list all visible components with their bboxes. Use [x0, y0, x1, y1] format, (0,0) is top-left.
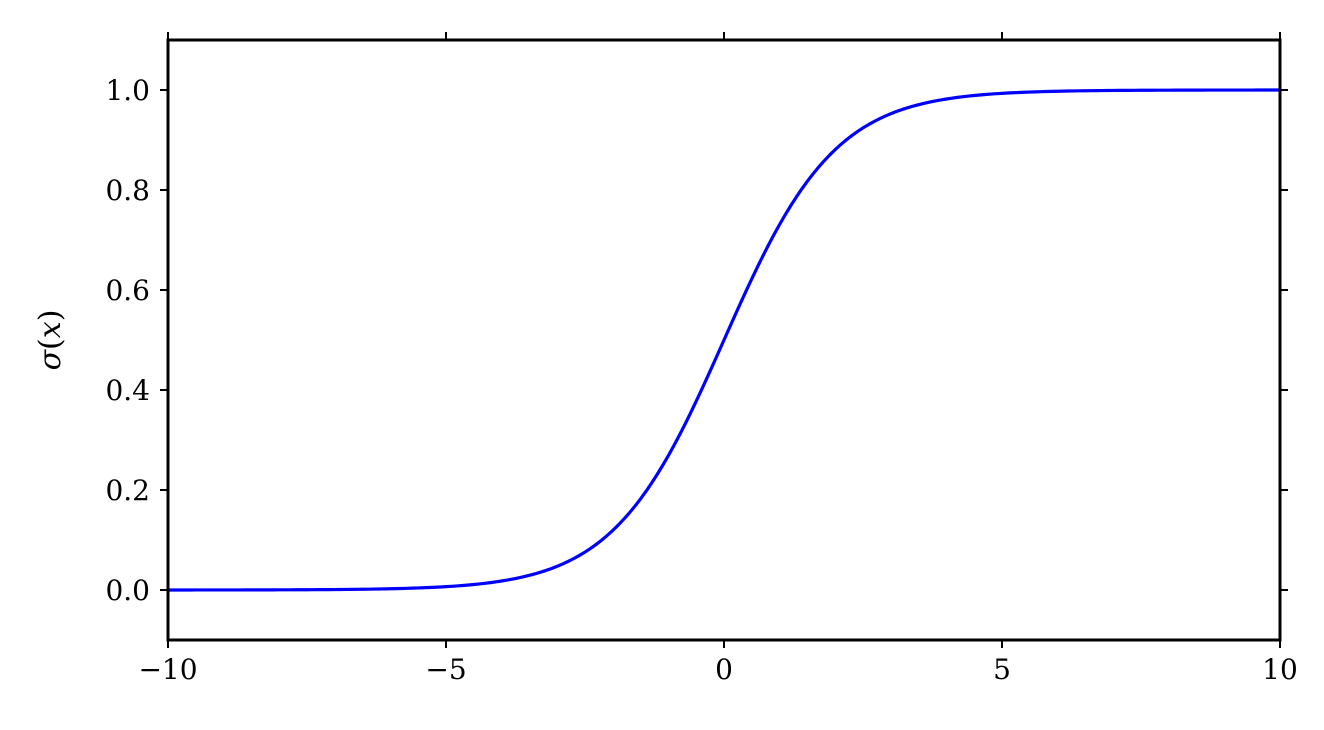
y-tick-label: 1.0 — [105, 74, 150, 107]
x-tick-label: −10 — [138, 653, 197, 686]
y-tick-label: 0.4 — [105, 374, 150, 407]
y-axis-label: σ(x) — [33, 310, 68, 371]
x-tick-label: 5 — [993, 653, 1011, 686]
x-tick-label: −5 — [425, 653, 466, 686]
y-tick-label: 0.6 — [105, 274, 150, 307]
sigmoid-chart: −10 −5 0 5 10 0.0 0.2 0.4 0.6 0.8 1.0 σ(x) — [0, 0, 1324, 730]
x-tick-label: 0 — [715, 653, 733, 686]
y-tick-label: 0.2 — [105, 474, 150, 507]
chart-container: −10 −5 0 5 10 0.0 0.2 0.4 0.6 0.8 1.0 σ(x) — [0, 0, 1324, 730]
y-tick-label: 0.8 — [105, 174, 150, 207]
x-tick-label: 10 — [1262, 653, 1298, 686]
y-tick-label: 0.0 — [105, 574, 150, 607]
